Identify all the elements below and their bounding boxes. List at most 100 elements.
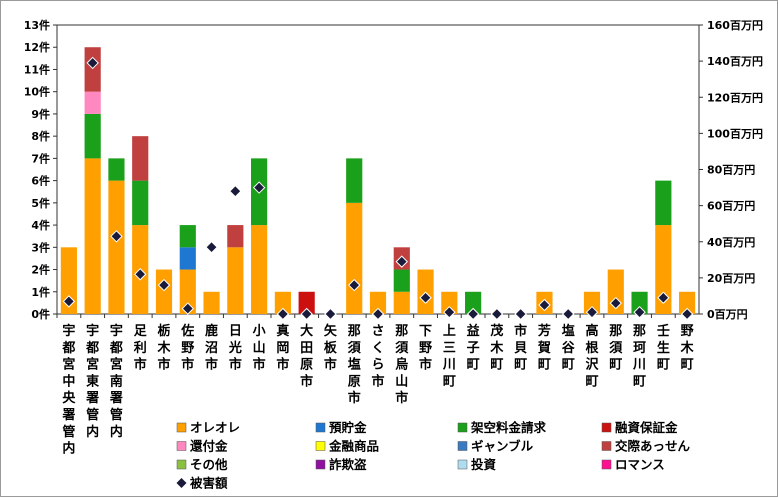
damage-marker xyxy=(443,305,456,319)
category-label: 益子町 xyxy=(467,323,480,373)
legend-label: 投資 xyxy=(471,457,497,472)
bar-segment xyxy=(655,180,672,226)
legend-marker xyxy=(176,478,187,488)
damage-marker xyxy=(419,291,432,304)
category-label: 鹿沼市 xyxy=(205,323,218,373)
legend-swatch xyxy=(315,441,326,451)
bar-segment xyxy=(84,113,101,159)
category-label: 高根沢町 xyxy=(585,323,599,389)
damage-marker xyxy=(348,278,361,292)
damage-marker xyxy=(62,295,76,308)
bar-segment xyxy=(251,225,268,314)
damage-marker xyxy=(229,184,242,198)
bar-segment xyxy=(679,291,696,314)
category-label: 下野市 xyxy=(419,324,432,373)
category-label: 真岡市 xyxy=(276,323,289,373)
bar-segment xyxy=(346,158,363,203)
right-axis-tick-label: 140百万円 xyxy=(707,55,763,68)
left-axis-tick-label: 0件 xyxy=(31,307,50,321)
damage-marker xyxy=(633,305,646,319)
bar-segment xyxy=(393,269,410,292)
bar-segment xyxy=(132,180,149,226)
category-label: 塩谷町 xyxy=(562,323,576,373)
legend-label: ギャンブル xyxy=(471,439,534,454)
damage-marker xyxy=(205,240,218,254)
bar-segment xyxy=(108,158,125,181)
bar-segment xyxy=(84,91,101,114)
legend-label: 架空料金請求 xyxy=(470,420,547,435)
damage-marker xyxy=(300,307,313,321)
bar-segment xyxy=(108,180,125,314)
category-label: 野木町 xyxy=(680,324,695,373)
category-label: 小山市 xyxy=(253,324,266,373)
bar-segment xyxy=(84,47,101,92)
damage-marker xyxy=(680,307,694,321)
category-label: 矢板市 xyxy=(324,323,338,373)
category-label: 上三川町 xyxy=(442,324,456,389)
legend-label: 交際あっせん xyxy=(615,439,691,454)
bar-segment xyxy=(179,225,196,248)
right-axis-tick-label: 40百万円 xyxy=(707,236,755,249)
damage-marker xyxy=(181,302,194,315)
bar-segment xyxy=(132,136,149,181)
left-axis-tick-label: 13件 xyxy=(24,18,50,32)
category-label: 栃木市 xyxy=(156,323,171,373)
bar-segment xyxy=(441,291,458,314)
category-label: 茂木町 xyxy=(489,323,504,373)
category-label: 芳賀町 xyxy=(537,323,551,373)
damage-marker xyxy=(395,255,408,268)
legend-swatch xyxy=(176,459,187,470)
damage-marker xyxy=(585,305,599,319)
right-axis-tick-label: 20百万円 xyxy=(707,272,755,285)
left-axis-tick-label: 12件 xyxy=(24,40,50,54)
bar-segment xyxy=(155,269,173,314)
right-axis-tick-label: 80百万円 xyxy=(707,164,755,177)
right-axis-tick-label: 100百万円 xyxy=(707,127,763,140)
category-label: 日光市 xyxy=(228,324,242,373)
legend-label: オレオレ xyxy=(190,420,240,435)
left-axis-tick-label: 4件 xyxy=(31,218,50,232)
damage-marker xyxy=(538,298,551,312)
left-axis-tick-label: 1件 xyxy=(31,285,50,299)
left-axis-tick-label: 7件 xyxy=(31,151,50,165)
damage-marker xyxy=(86,56,99,70)
damage-marker xyxy=(562,307,575,321)
legend-swatch xyxy=(315,422,326,433)
left-axis-tick-label: 9件 xyxy=(31,107,50,121)
bar-segment xyxy=(298,291,315,314)
bar-segment xyxy=(227,225,244,248)
category-label: 佐野市 xyxy=(180,323,194,373)
left-axis-tick-label: 8件 xyxy=(31,129,50,143)
category-label: さくら市 xyxy=(371,324,384,389)
category-label: 宇都宮中央署管内 xyxy=(61,323,76,457)
category-label: 那須烏山市 xyxy=(394,324,409,406)
right-axis-tick-label: 0百万円 xyxy=(707,308,748,321)
category-label: 那須塩原市 xyxy=(347,324,362,406)
right-axis-tick-label: 60百万円 xyxy=(707,200,755,213)
legend-label: 預貯金 xyxy=(329,420,367,435)
bar-segment xyxy=(631,291,648,314)
damage-marker xyxy=(110,230,123,243)
bar-segment xyxy=(203,291,220,314)
legend-swatch xyxy=(315,459,326,470)
legend-label: ロマンス xyxy=(615,457,665,472)
damage-marker xyxy=(514,307,527,321)
legend-swatch xyxy=(601,422,612,433)
damage-marker xyxy=(371,307,385,321)
category-label: 足利市 xyxy=(134,324,148,373)
legend-swatch xyxy=(176,441,187,451)
legend-swatch xyxy=(457,422,468,433)
legend-swatch xyxy=(457,441,468,451)
damage-marker xyxy=(276,307,290,321)
left-axis-tick-label: 3件 xyxy=(31,240,50,254)
legend-swatch xyxy=(601,459,612,470)
legend-swatch xyxy=(457,459,468,470)
bar-segment xyxy=(393,291,410,314)
bar-segment xyxy=(369,291,387,314)
legend-swatch xyxy=(601,441,612,451)
legend-label: 金融商品 xyxy=(328,439,379,454)
legend-label: 融資保証金 xyxy=(615,420,678,435)
left-axis-tick-label: 10件 xyxy=(24,85,50,99)
bar-segment xyxy=(227,247,244,314)
